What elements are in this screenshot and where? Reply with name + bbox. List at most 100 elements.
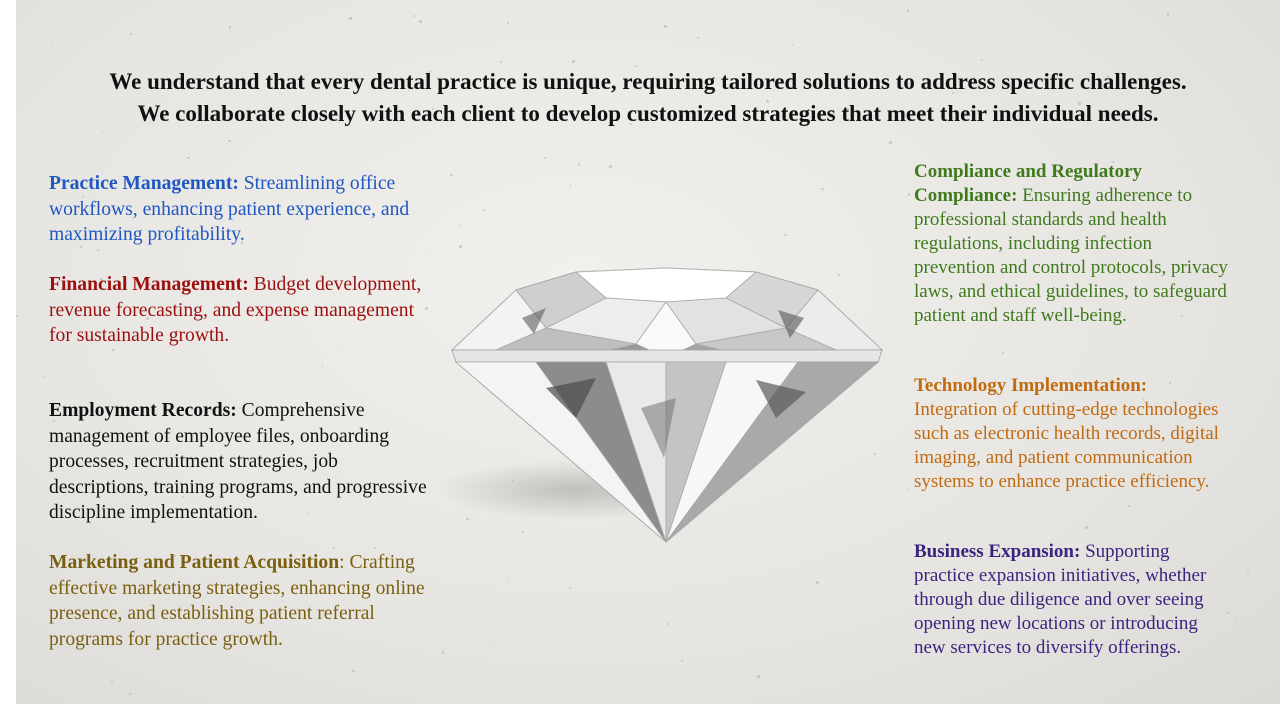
texture-speck xyxy=(1123,412,1125,414)
texture-speck xyxy=(332,546,335,549)
service-title: Technology Implementation: xyxy=(914,375,1148,396)
headline-line-2: We collaborate closely with each client … xyxy=(137,101,1159,126)
texture-speck xyxy=(369,119,373,122)
texture-speck xyxy=(321,365,324,367)
texture-speck xyxy=(906,488,909,490)
service-description: Ensuring adherence to professional stand… xyxy=(914,185,1228,326)
service-employment-records: Employment Records: Comprehensive manage… xyxy=(49,398,433,526)
texture-speck xyxy=(1234,620,1237,623)
texture-speck xyxy=(1127,505,1130,508)
texture-speck xyxy=(1111,160,1114,164)
texture-speck xyxy=(507,22,509,24)
texture-speck xyxy=(1084,525,1088,529)
texture-speck xyxy=(968,315,970,317)
texture-speck xyxy=(629,123,633,126)
texture-speck xyxy=(469,410,471,412)
texture-speck xyxy=(1210,267,1214,271)
texture-speck xyxy=(42,375,44,378)
texture-speck xyxy=(1001,351,1005,355)
texture-speck xyxy=(664,24,668,28)
texture-speck xyxy=(53,420,55,422)
texture-speck xyxy=(500,60,503,64)
service-title: Marketing and Patient Acquisition xyxy=(49,552,340,573)
page-headline: We understand that every dental practice… xyxy=(16,66,1280,130)
texture-speck xyxy=(460,57,462,59)
texture-speck xyxy=(692,195,694,197)
texture-speck xyxy=(112,348,115,352)
texture-speck xyxy=(113,616,115,619)
texture-speck xyxy=(816,580,820,584)
texture-speck xyxy=(50,42,53,45)
service-title: Employment Records: xyxy=(49,400,237,421)
texture-speck xyxy=(423,250,425,252)
texture-speck xyxy=(374,546,377,549)
texture-speck xyxy=(1006,300,1008,302)
texture-speck xyxy=(846,107,850,111)
texture-speck xyxy=(173,555,176,558)
texture-speck xyxy=(308,512,310,515)
texture-speck xyxy=(722,80,725,83)
texture-speck xyxy=(681,660,684,663)
texture-speck xyxy=(128,693,131,696)
texture-speck xyxy=(460,224,462,227)
texture-speck xyxy=(837,273,841,277)
service-description: Streamlining office workflows, enhancing… xyxy=(49,173,410,245)
texture-speck xyxy=(102,130,104,132)
service-financial-management: Financial Management: Budget development… xyxy=(49,272,433,349)
texture-speck xyxy=(980,58,984,61)
service-title: Practice Management: xyxy=(49,173,239,194)
texture-speck xyxy=(81,195,84,198)
texture-speck xyxy=(409,571,412,574)
texture-speck xyxy=(213,338,216,340)
texture-speck xyxy=(1247,570,1250,572)
texture-speck xyxy=(425,306,429,310)
texture-speck xyxy=(146,317,149,320)
texture-speck xyxy=(783,233,787,237)
service-business-expansion: Business Expansion: Supporting practice … xyxy=(914,540,1230,660)
texture-speck xyxy=(228,140,231,143)
texture-speck xyxy=(933,595,936,597)
texture-speck xyxy=(791,44,794,46)
texture-speck xyxy=(948,213,950,216)
texture-speck xyxy=(182,496,185,499)
texture-speck xyxy=(757,675,760,678)
texture-speck xyxy=(223,0,225,2)
texture-speck xyxy=(766,100,770,104)
texture-speck xyxy=(19,589,22,591)
service-technology-implementation: Technology Implementation: Integration o… xyxy=(914,374,1230,494)
texture-speck xyxy=(148,283,151,287)
texture-speck xyxy=(450,173,453,177)
diamond-image xyxy=(426,258,886,558)
texture-speck xyxy=(569,184,572,187)
texture-speck xyxy=(201,230,203,232)
texture-speck xyxy=(862,110,865,113)
texture-speck xyxy=(609,165,612,168)
texture-speck xyxy=(412,15,415,18)
texture-speck xyxy=(1078,101,1082,105)
texture-speck xyxy=(507,578,509,580)
texture-speck xyxy=(169,227,172,230)
texture-speck xyxy=(339,347,341,349)
texture-speck xyxy=(821,187,824,190)
texture-speck xyxy=(1226,612,1229,615)
texture-speck xyxy=(952,92,954,94)
texture-speck xyxy=(1180,314,1184,318)
texture-speck xyxy=(240,240,244,244)
service-description: : Crafting effective marketing strategie… xyxy=(49,552,425,650)
service-description: Budget development, revenue forecasting,… xyxy=(49,274,422,346)
texture-speck xyxy=(635,65,638,68)
texture-speck xyxy=(441,651,445,654)
texture-speck xyxy=(1106,74,1109,77)
texture-speck xyxy=(459,245,462,248)
texture-speck xyxy=(466,517,469,521)
texture-speck xyxy=(482,209,486,212)
texture-speck xyxy=(907,9,910,12)
texture-speck xyxy=(400,302,402,304)
texture-speck xyxy=(187,156,190,159)
texture-speck xyxy=(305,439,308,442)
texture-speck xyxy=(247,460,250,463)
diamond-icon xyxy=(436,267,884,543)
service-compliance-regulatory: Compliance and Regulatory Compliance: En… xyxy=(914,160,1230,328)
texture-speck xyxy=(522,531,525,534)
service-practice-management: Practice Management: Streamlining office… xyxy=(49,171,433,248)
